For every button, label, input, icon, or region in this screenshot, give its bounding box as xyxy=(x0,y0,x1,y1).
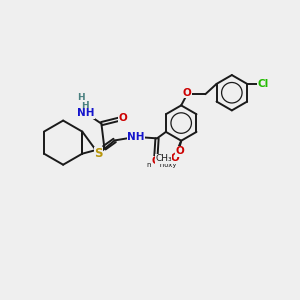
Text: NH: NH xyxy=(127,132,145,142)
Text: O: O xyxy=(183,88,191,98)
Text: Cl: Cl xyxy=(257,79,269,89)
Text: O: O xyxy=(118,113,127,123)
Text: methoxy: methoxy xyxy=(146,162,176,168)
Text: NH: NH xyxy=(77,108,95,118)
Text: CH₃: CH₃ xyxy=(155,154,172,164)
Text: H: H xyxy=(81,100,88,109)
Text: O: O xyxy=(151,156,160,166)
Text: S: S xyxy=(94,147,103,160)
Text: O: O xyxy=(170,153,179,164)
Text: O: O xyxy=(175,146,184,156)
Text: H: H xyxy=(77,93,85,102)
